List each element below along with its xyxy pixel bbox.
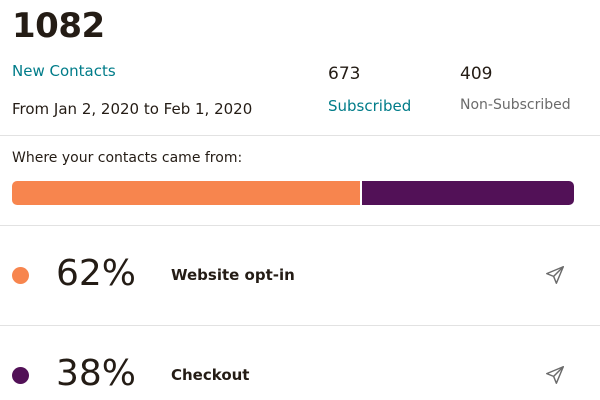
- send-icon[interactable]: [544, 264, 566, 286]
- date-range: From Jan 2, 2020 to Feb 1, 2020: [12, 100, 253, 118]
- divider: [0, 135, 600, 136]
- non-subscribed-label: Non-Subscribed: [460, 97, 571, 113]
- subscribed-count: 673: [328, 64, 361, 84]
- website-opt-in-percent: 62%: [56, 253, 137, 294]
- non-subscribed-stat: 409 Non-Subscribed: [460, 64, 571, 113]
- sources-bar: [12, 181, 574, 205]
- source-row-website-opt-in: 62% Website opt-in: [0, 245, 600, 305]
- send-icon[interactable]: [544, 364, 566, 386]
- sources-heading: Where your contacts came from:: [12, 150, 243, 166]
- checkout-label: Checkout: [171, 366, 250, 384]
- website-opt-in-label: Website opt-in: [171, 266, 295, 284]
- divider: [0, 225, 600, 226]
- divider: [0, 325, 600, 326]
- checkout-percent: 38%: [56, 353, 137, 394]
- non-subscribed-count: 409: [460, 64, 493, 84]
- sources-bar-segment-checkout: [360, 181, 574, 205]
- source-row-checkout: 38% Checkout: [0, 345, 600, 400]
- sources-bar-segment-website-opt-in: [12, 181, 361, 205]
- total-contacts-count: 1082: [12, 6, 105, 46]
- subscribed-label[interactable]: Subscribed: [328, 97, 412, 115]
- website-opt-in-color-dot: [12, 267, 29, 284]
- subscribed-stat: 673 Subscribed: [328, 64, 411, 115]
- new-contacts-link[interactable]: New Contacts: [12, 62, 116, 80]
- checkout-color-dot: [12, 367, 29, 384]
